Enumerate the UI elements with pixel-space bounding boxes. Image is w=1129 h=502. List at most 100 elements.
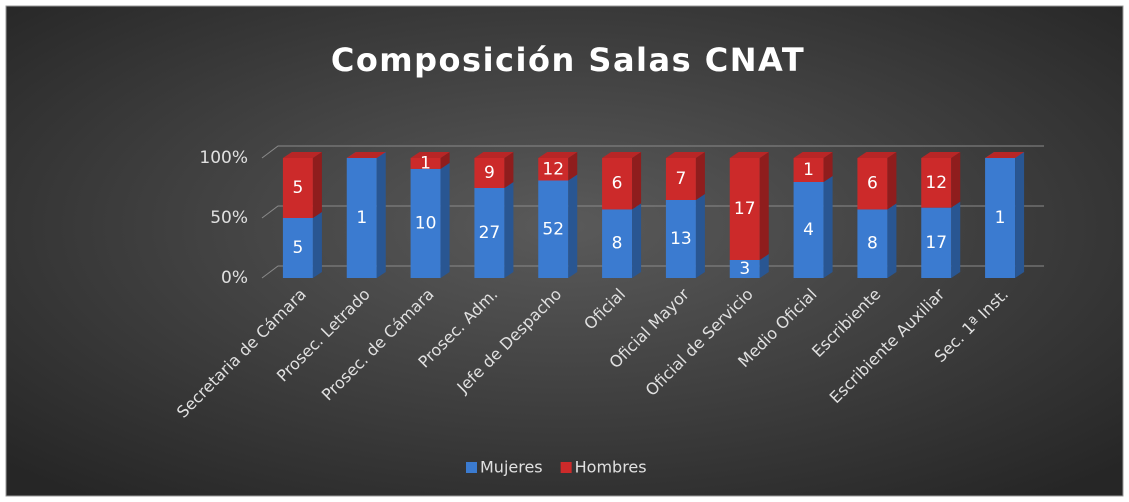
bar-side [695, 152, 705, 200]
bar-front [729, 158, 760, 260]
bar-side [504, 152, 514, 188]
y-tick-label: 0% [221, 268, 248, 288]
y-tick-label: 100% [199, 148, 248, 168]
bar-front [282, 158, 313, 218]
bar-front [793, 158, 824, 182]
data-label: 6 [612, 174, 623, 194]
bar-segment [282, 152, 322, 218]
bar-segment [474, 152, 514, 188]
bar-side [312, 212, 322, 278]
data-label: 13 [670, 229, 692, 249]
bar-front [921, 207, 952, 278]
data-label: 17 [925, 233, 947, 253]
y-tick-label: 50% [210, 208, 248, 228]
bar-segment [665, 194, 705, 278]
bar-side [887, 152, 897, 210]
bar-front [793, 182, 824, 278]
bar-front [282, 218, 313, 278]
data-label: 3 [739, 259, 750, 279]
bar-front [410, 168, 441, 278]
bar-top [921, 152, 961, 158]
grid-line [261, 145, 1044, 159]
legend-label: Hombres [575, 458, 647, 477]
chart-title: Composición Salas CNAT [331, 41, 805, 79]
data-label: 5 [293, 238, 304, 258]
bar-segment [410, 152, 450, 169]
bar-segment [602, 152, 642, 210]
bar-segment [985, 152, 1025, 158]
data-label: 27 [479, 223, 501, 243]
bar-top [474, 152, 514, 158]
legend-swatch [560, 462, 572, 473]
bar-side [887, 203, 897, 278]
bar-side [568, 152, 578, 181]
bar-side [823, 152, 833, 182]
bar-top [985, 152, 1025, 158]
bar-top [538, 152, 578, 158]
bar-side [440, 152, 450, 169]
bar-front [665, 200, 696, 278]
bar-front [602, 209, 633, 278]
bar-top [602, 152, 642, 158]
bar-front [346, 158, 377, 278]
data-label: 1 [803, 160, 814, 180]
bar-segment [538, 152, 578, 181]
bar-segment [346, 152, 386, 158]
bar-segment [665, 152, 705, 200]
bar-front [538, 180, 569, 278]
bar-front [410, 158, 441, 169]
bar-segment [474, 182, 514, 278]
data-label: 52 [542, 219, 564, 239]
bar-front [857, 209, 888, 278]
bar-side [376, 152, 386, 278]
bar-side [1015, 152, 1025, 278]
data-label: 12 [925, 173, 947, 193]
data-label: 5 [293, 178, 304, 198]
bar-front [474, 158, 505, 188]
bar-segment [410, 162, 450, 278]
bar-segment [857, 152, 897, 210]
bar-front [857, 158, 888, 210]
bar-side [951, 152, 961, 208]
bar-side [312, 152, 322, 218]
bar-front [729, 260, 760, 278]
bar-segment [921, 201, 961, 278]
bar-segment [985, 152, 1025, 278]
bar-segment [538, 174, 578, 278]
bar-front [985, 158, 1016, 278]
data-label: 6 [867, 174, 878, 194]
data-label: 7 [676, 169, 687, 189]
bar-side [568, 174, 578, 278]
bar-segment [793, 176, 833, 278]
bar-side [823, 176, 833, 278]
bar-top [410, 152, 450, 158]
legend-swatch [466, 462, 477, 473]
bar-top [346, 152, 386, 158]
data-label: 4 [803, 220, 814, 240]
grid-line [261, 265, 1044, 279]
grid-line [261, 205, 1044, 219]
data-label: 1 [995, 208, 1006, 228]
bar-side [951, 201, 961, 278]
data-label: 9 [484, 163, 495, 183]
bar-top [282, 152, 322, 158]
data-label: 17 [734, 199, 756, 219]
bar-top [793, 152, 833, 158]
bar-side [440, 162, 450, 278]
bar-top [857, 152, 897, 158]
data-label: 12 [542, 159, 564, 179]
bar-side [632, 152, 642, 210]
bar-side [759, 254, 769, 278]
bar-segment [729, 254, 769, 278]
bar-side [759, 152, 769, 260]
bar-segment [921, 152, 961, 208]
bar-side [504, 182, 514, 278]
bar-side [695, 194, 705, 278]
bar-segment [729, 152, 769, 260]
bar-segment [282, 212, 322, 278]
bar-top [665, 152, 705, 158]
bar-front [474, 188, 505, 278]
bar-segment [602, 203, 642, 278]
bar-segment [793, 152, 833, 182]
